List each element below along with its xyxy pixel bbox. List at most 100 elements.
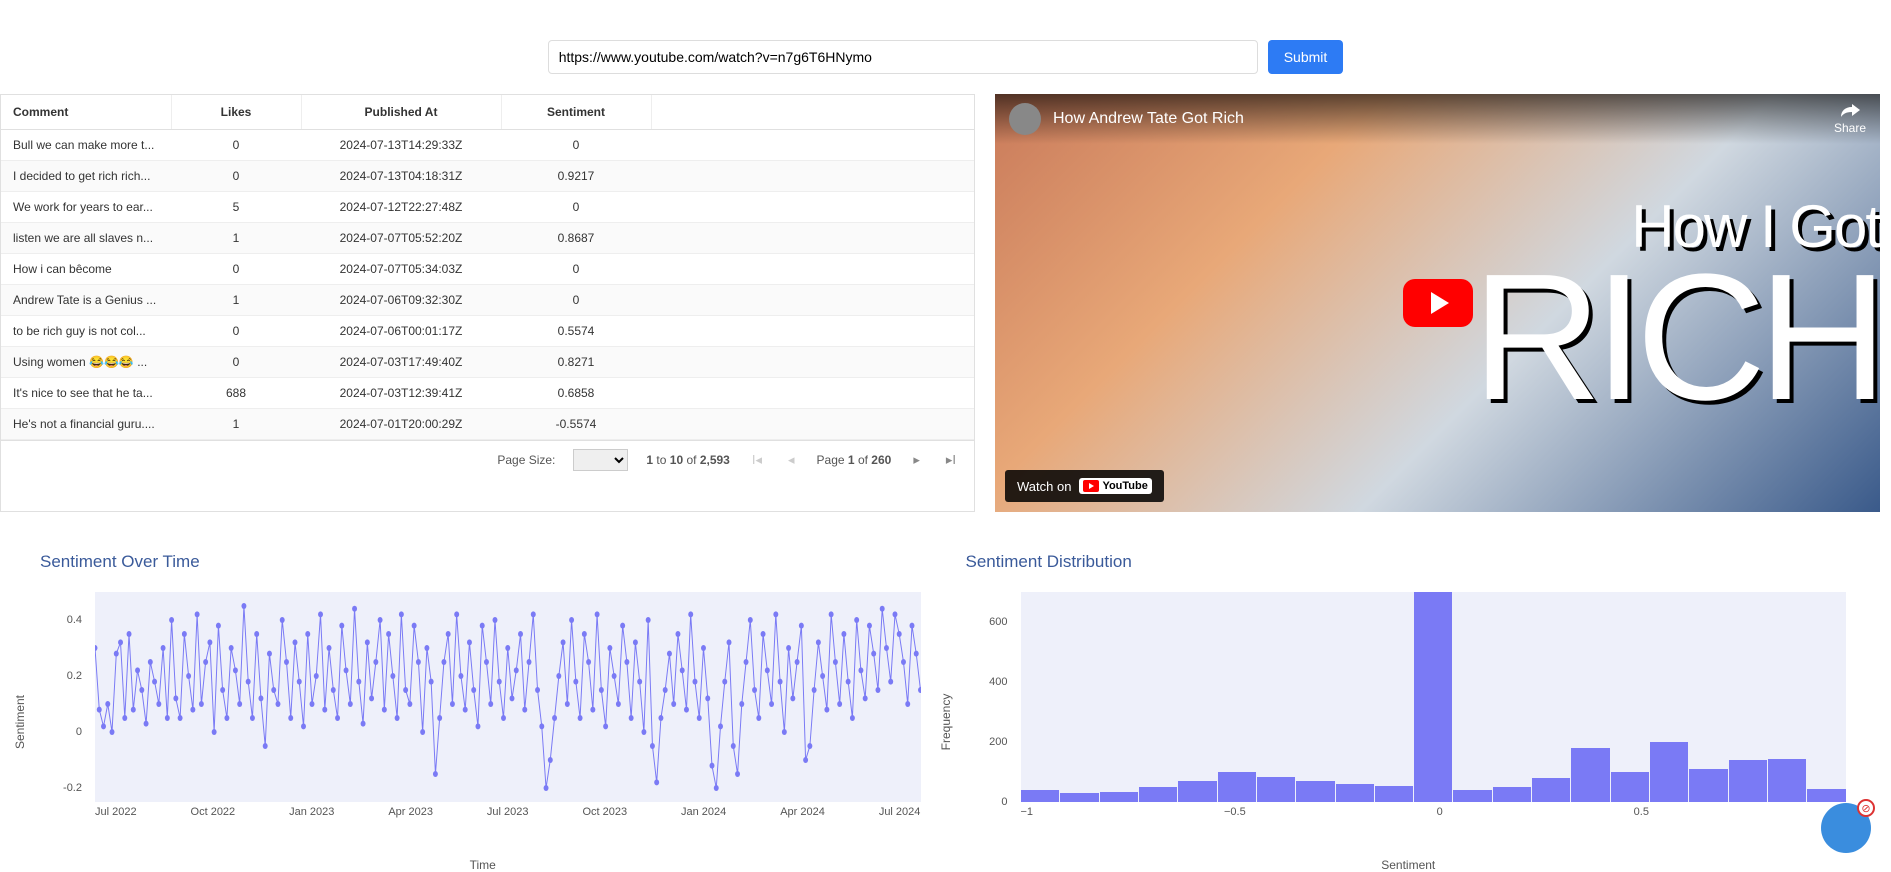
table-row[interactable]: I decided to get rich rich...02024-07-13…	[1, 161, 974, 192]
histogram-plot[interactable]	[1021, 592, 1847, 802]
cell-likes: 0	[171, 254, 301, 285]
cell-likes: 0	[171, 130, 301, 161]
histogram-bar	[1139, 787, 1177, 802]
histogram-bar	[1729, 760, 1767, 802]
pager-last-icon[interactable]: ▸I	[942, 452, 960, 468]
watch-on-label: Watch on	[1017, 479, 1071, 494]
video-embed[interactable]: How I Got RICH How Andrew Tate Got Rich …	[995, 94, 1880, 512]
table-row[interactable]: How i can bêcome02024-07-07T05:34:03Z0	[1, 254, 974, 285]
fab-badge-icon: ⊘	[1857, 799, 1875, 817]
col-header-spacer	[651, 95, 974, 130]
timeseries-xticks: Jul 2022Oct 2022Jan 2023Apr 2023Jul 2023…	[95, 806, 921, 818]
cell-sentiment: 0.5574	[501, 316, 651, 347]
channel-avatar-icon[interactable]	[1009, 103, 1041, 135]
table-row[interactable]: We work for years to ear...52024-07-12T2…	[1, 192, 974, 223]
histogram-bar	[1336, 784, 1374, 802]
histogram-chart: Sentiment Distribution Frequency 0200400…	[966, 552, 1852, 872]
page-size-select[interactable]	[573, 449, 628, 471]
cell-spacer	[651, 130, 974, 161]
cell-published: 2024-07-07T05:34:03Z	[301, 254, 501, 285]
youtube-logo-icon: YouTube	[1079, 478, 1151, 494]
table-pager: Page Size: 1 to 10 of 2,593 I◂ ◂ Page 1 …	[1, 440, 974, 479]
table-row[interactable]: Andrew Tate is a Genius ...12024-07-06T0…	[1, 285, 974, 316]
timeseries-plot[interactable]	[95, 592, 921, 802]
histogram-bar	[1689, 769, 1727, 802]
cell-published: 2024-07-01T20:00:29Z	[301, 409, 501, 440]
histogram-xlabel: Sentiment	[966, 858, 1852, 872]
pager-prev-icon[interactable]: ◂	[784, 452, 799, 468]
timeseries-chart: Sentiment Over Time Sentiment -0.200.20.…	[40, 552, 926, 872]
top-bar: Submit	[0, 0, 1891, 94]
submit-button[interactable]: Submit	[1268, 40, 1344, 74]
play-button-icon[interactable]	[1403, 279, 1473, 327]
watch-on-youtube-button[interactable]: Watch on YouTube	[1005, 470, 1164, 502]
cell-spacer	[651, 316, 974, 347]
cell-likes: 5	[171, 192, 301, 223]
thumb-line2: RICH	[1472, 261, 1880, 414]
cell-sentiment: 0.9217	[501, 161, 651, 192]
col-header-sentiment[interactable]: Sentiment	[501, 95, 651, 130]
histogram-bar	[1178, 781, 1216, 802]
cell-likes: 1	[171, 409, 301, 440]
cell-spacer	[651, 409, 974, 440]
histogram-bar	[1532, 778, 1570, 802]
cell-published: 2024-07-06T00:01:17Z	[301, 316, 501, 347]
histogram-bar	[1218, 772, 1256, 802]
cell-published: 2024-07-13T14:29:33Z	[301, 130, 501, 161]
histogram-area: Frequency 0200400600 −1−0.500.51	[966, 592, 1852, 852]
cell-likes: 0	[171, 316, 301, 347]
table-row[interactable]: It's nice to see that he ta...6882024-07…	[1, 378, 974, 409]
main-row: Comment Likes Published At Sentiment Bul…	[0, 94, 1891, 512]
histogram-ylabel: Frequency	[939, 694, 953, 751]
page-summary: Page 1 of 260	[817, 453, 892, 467]
histogram-yticks: 0200400600	[966, 592, 1016, 802]
cell-likes: 0	[171, 161, 301, 192]
cell-sentiment: 0	[501, 285, 651, 316]
cell-sentiment: 0.8271	[501, 347, 651, 378]
cell-sentiment: 0	[501, 254, 651, 285]
histogram-bar	[1375, 786, 1413, 803]
page-size-label: Page Size:	[497, 453, 555, 467]
pager-first-icon[interactable]: I◂	[748, 452, 766, 468]
cell-comment: We work for years to ear...	[1, 192, 171, 223]
share-button[interactable]: Share	[1834, 102, 1866, 135]
histogram-bar	[1296, 781, 1334, 802]
histogram-bar	[1257, 777, 1295, 803]
histogram-bar	[1060, 793, 1098, 802]
timeseries-yticks: -0.200.20.4	[40, 592, 90, 802]
table-row[interactable]: Bull we can make more t...02024-07-13T14…	[1, 130, 974, 161]
cell-published: 2024-07-07T05:52:20Z	[301, 223, 501, 254]
cell-spacer	[651, 285, 974, 316]
col-header-published[interactable]: Published At	[301, 95, 501, 130]
col-header-comment[interactable]: Comment	[1, 95, 171, 130]
cell-published: 2024-07-06T09:32:30Z	[301, 285, 501, 316]
histogram-xticks: −1−0.500.51	[1021, 806, 1847, 818]
table-row[interactable]: to be rich guy is not col...02024-07-06T…	[1, 316, 974, 347]
cell-comment: It's nice to see that he ta...	[1, 378, 171, 409]
table-row[interactable]: He's not a financial guru....12024-07-01…	[1, 409, 974, 440]
col-header-likes[interactable]: Likes	[171, 95, 301, 130]
table-row[interactable]: listen we are all slaves n...12024-07-07…	[1, 223, 974, 254]
timeseries-area: Sentiment -0.200.20.4 Jul 2022Oct 2022Ja…	[40, 592, 926, 852]
cell-sentiment: 0.6858	[501, 378, 651, 409]
comments-table-panel: Comment Likes Published At Sentiment Bul…	[0, 94, 975, 512]
histogram-bar	[1414, 592, 1452, 802]
histogram-bar	[1611, 772, 1649, 802]
pager-next-icon[interactable]: ▸	[909, 452, 924, 468]
cell-comment: Using women 😂😂😂 ...	[1, 347, 171, 378]
cell-likes: 0	[171, 347, 301, 378]
video-title[interactable]: How Andrew Tate Got Rich	[1053, 110, 1244, 128]
url-input[interactable]	[548, 40, 1258, 74]
table-row[interactable]: Using women 😂😂😂 ...02024-07-03T17:49:40Z…	[1, 347, 974, 378]
cell-comment: Andrew Tate is a Genius ...	[1, 285, 171, 316]
timeseries-xlabel: Time	[40, 858, 926, 872]
cell-spacer	[651, 161, 974, 192]
range-summary: 1 to 10 of 2,593	[646, 453, 729, 467]
table-scroll-wrap[interactable]: Comment Likes Published At Sentiment Bul…	[1, 95, 974, 440]
histogram-title: Sentiment Distribution	[966, 552, 1852, 572]
video-title-bar: How Andrew Tate Got Rich	[995, 94, 1880, 144]
histogram-bars	[1021, 592, 1847, 802]
cell-published: 2024-07-03T12:39:41Z	[301, 378, 501, 409]
help-fab-button[interactable]: ⊘	[1821, 803, 1871, 853]
cell-sentiment: 0.8687	[501, 223, 651, 254]
